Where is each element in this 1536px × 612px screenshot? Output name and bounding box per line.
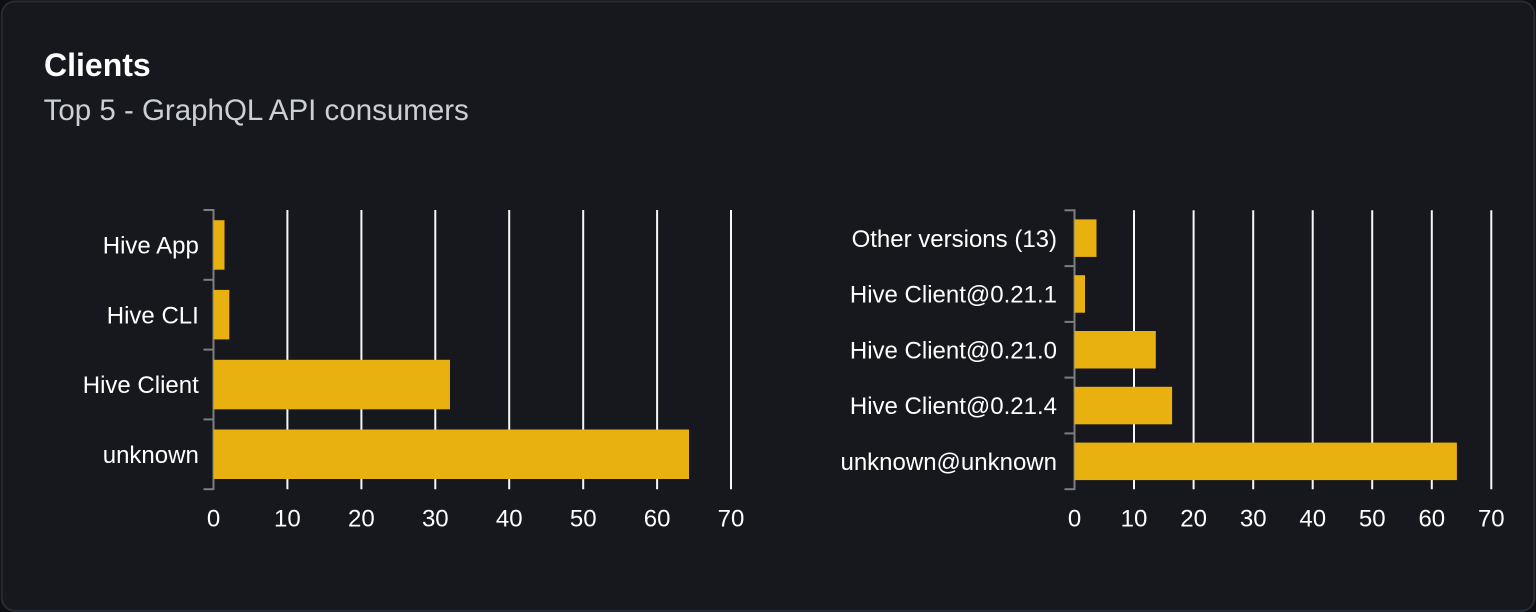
svg-text:60: 60 bbox=[644, 506, 671, 533]
svg-text:Hive Client@0.21.4: Hive Client@0.21.4 bbox=[850, 393, 1057, 420]
svg-text:Hive Client@0.21.1: Hive Client@0.21.1 bbox=[850, 282, 1057, 309]
svg-text:20: 20 bbox=[348, 506, 375, 533]
svg-text:30: 30 bbox=[422, 506, 449, 533]
svg-text:Top 5 - GraphQL API consumers: Top 5 - GraphQL API consumers bbox=[44, 94, 469, 127]
svg-text:Hive Client@0.21.0: Hive Client@0.21.0 bbox=[850, 337, 1057, 364]
svg-text:unknown@unknown: unknown@unknown bbox=[840, 449, 1057, 476]
svg-text:50: 50 bbox=[570, 506, 597, 533]
svg-text:70: 70 bbox=[1478, 506, 1505, 533]
svg-text:Clients: Clients bbox=[44, 47, 151, 83]
svg-text:10: 10 bbox=[1121, 506, 1148, 533]
svg-text:Hive Client: Hive Client bbox=[83, 372, 199, 399]
svg-text:40: 40 bbox=[1299, 506, 1326, 533]
svg-text:20: 20 bbox=[1180, 506, 1207, 533]
svg-text:10: 10 bbox=[274, 506, 301, 533]
svg-text:Other versions (13): Other versions (13) bbox=[852, 226, 1057, 253]
svg-text:70: 70 bbox=[718, 506, 745, 533]
svg-text:Hive App: Hive App bbox=[103, 233, 199, 260]
svg-text:0: 0 bbox=[1068, 506, 1081, 533]
svg-text:60: 60 bbox=[1418, 506, 1445, 533]
svg-text:Hive CLI: Hive CLI bbox=[107, 302, 199, 329]
svg-text:30: 30 bbox=[1240, 506, 1267, 533]
svg-text:0: 0 bbox=[207, 506, 220, 533]
svg-text:50: 50 bbox=[1359, 506, 1386, 533]
svg-text:40: 40 bbox=[496, 506, 523, 533]
svg-text:unknown: unknown bbox=[103, 442, 199, 469]
